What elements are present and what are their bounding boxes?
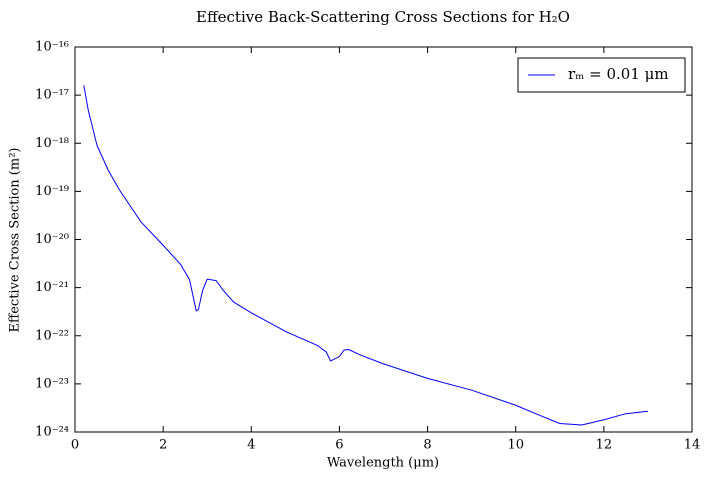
y-tick-label: 10⁻¹⁹ [35,184,69,199]
data-line [83,85,648,426]
legend-label: rₘ = 0.01 μm [568,65,669,83]
x-axis-label: Wavelength (μm) [327,456,439,471]
y-tick-label: 10⁻²³ [35,376,69,391]
x-tick-label: 14 [684,438,701,453]
y-tick-label: 10⁻²⁰ [35,232,69,247]
x-tick-label: 2 [159,438,167,453]
x-tick-label: 6 [335,438,343,453]
x-tick-label: 10 [507,438,524,453]
x-tick-label: 0 [71,438,79,453]
y-tick-label: 10⁻²² [35,328,69,343]
x-tick-label: 4 [247,438,255,453]
y-tick-label: 10⁻¹⁸ [35,136,69,151]
y-tick-label: 10⁻²¹ [35,280,69,295]
x-tick-label: 12 [596,438,613,453]
chart-title: Effective Back-Scattering Cross Sections… [196,8,570,26]
x-tick-label: 8 [423,438,431,453]
y-tick-label: 10⁻¹⁷ [35,88,69,103]
y-tick-label: 10⁻²⁴ [35,425,69,440]
plot-frame [74,46,693,433]
y-tick-label: 10⁻¹⁶ [35,40,69,55]
y-axis-label: Effective Cross Section (m²) [8,148,23,333]
